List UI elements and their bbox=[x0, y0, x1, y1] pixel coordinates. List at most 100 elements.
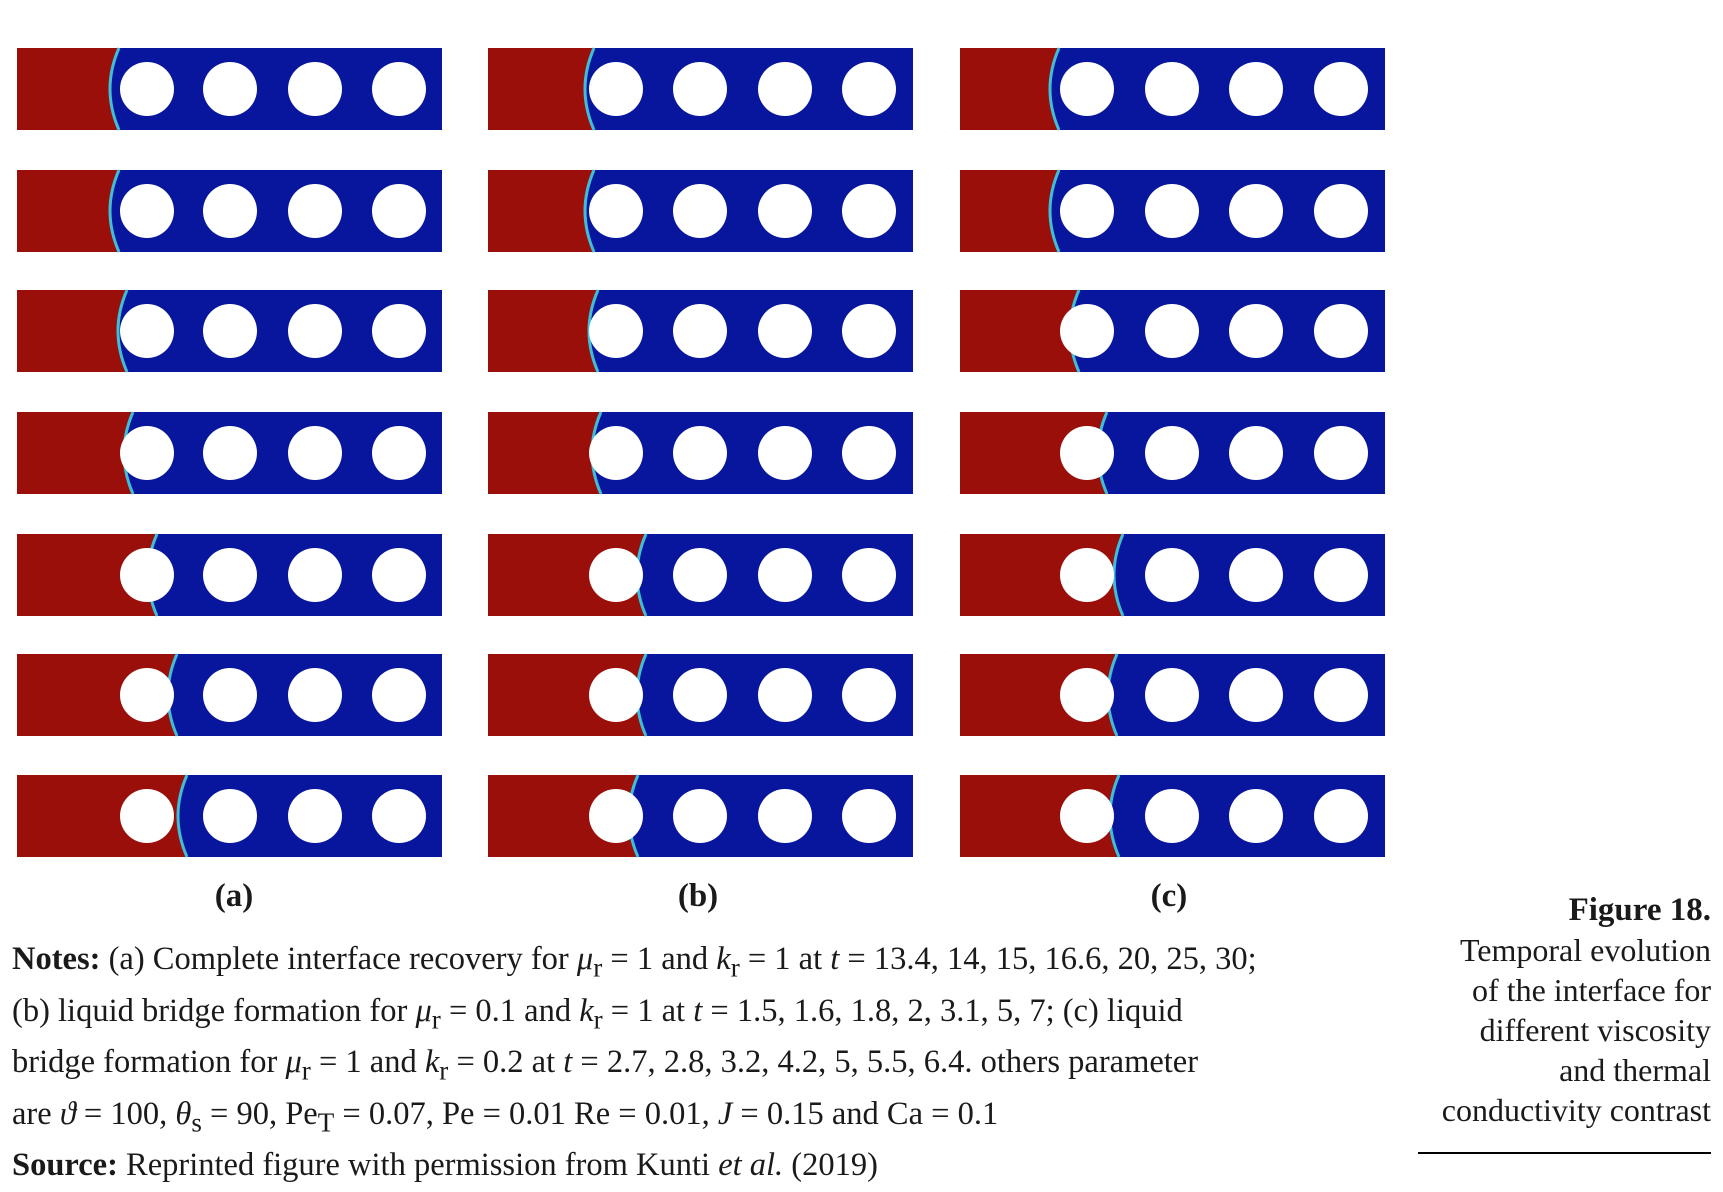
obstacle-circle bbox=[589, 304, 643, 358]
red-phase-region bbox=[960, 170, 1059, 252]
obstacle-circle bbox=[1314, 62, 1368, 116]
obstacle-circle bbox=[120, 789, 174, 843]
obstacle-circle bbox=[1060, 184, 1114, 238]
obstacle-circle bbox=[1229, 426, 1283, 480]
red-phase-region bbox=[960, 290, 1079, 372]
red-phase-region bbox=[488, 170, 594, 252]
interface-line bbox=[1048, 169, 1061, 253]
interface-line bbox=[116, 289, 129, 373]
panel-label-b: (b) bbox=[677, 878, 719, 914]
obstacle-circle bbox=[673, 789, 727, 843]
obstacle-circle bbox=[372, 426, 426, 480]
interface-line bbox=[108, 47, 121, 131]
interface-line bbox=[583, 169, 596, 253]
obstacle-circle bbox=[589, 548, 643, 602]
obstacle-circle bbox=[120, 426, 174, 480]
obstacle-circle bbox=[288, 184, 342, 238]
obstacle-circle bbox=[288, 426, 342, 480]
obstacle-circle bbox=[1060, 62, 1114, 116]
caption-line: and thermal bbox=[1559, 1052, 1711, 1088]
obstacle-circle bbox=[372, 62, 426, 116]
red-phase-region bbox=[488, 48, 594, 130]
obstacle-circle bbox=[1060, 789, 1114, 843]
red-phase-region bbox=[17, 170, 119, 252]
obstacle-circle bbox=[589, 789, 643, 843]
obstacle-circle bbox=[372, 304, 426, 358]
panel-label-a: (a) bbox=[214, 878, 254, 914]
obstacle-circle bbox=[1145, 304, 1199, 358]
panel-label-c: (c) bbox=[1150, 878, 1188, 914]
obstacle-circle bbox=[120, 668, 174, 722]
red-phase-region bbox=[17, 290, 127, 372]
obstacle-circle bbox=[120, 548, 174, 602]
obstacle-circle bbox=[758, 304, 812, 358]
obstacle-circle bbox=[120, 184, 174, 238]
caption-line: different viscosity bbox=[1479, 1012, 1711, 1048]
interface-line bbox=[583, 47, 596, 131]
obstacle-circle bbox=[203, 789, 257, 843]
obstacle-circle bbox=[1314, 668, 1368, 722]
red-phase-region bbox=[960, 48, 1059, 130]
source-label: Source: bbox=[12, 1147, 118, 1183]
obstacle-circle bbox=[1145, 668, 1199, 722]
obstacle-circle bbox=[1060, 668, 1114, 722]
obstacle-circle bbox=[1145, 548, 1199, 602]
obstacle-circle bbox=[288, 304, 342, 358]
obstacle-circle bbox=[1229, 668, 1283, 722]
obstacle-circle bbox=[1060, 548, 1114, 602]
obstacle-circle bbox=[758, 548, 812, 602]
red-phase-region bbox=[488, 412, 601, 494]
notes-label: Notes: bbox=[12, 941, 101, 977]
caption-rule bbox=[1418, 1152, 1711, 1154]
obstacle-circle bbox=[842, 184, 896, 238]
obstacle-circle bbox=[1314, 548, 1368, 602]
obstacle-circle bbox=[589, 62, 643, 116]
obstacle-circle bbox=[673, 548, 727, 602]
obstacle-circle bbox=[1314, 789, 1368, 843]
obstacle-circle bbox=[203, 426, 257, 480]
obstacle-circle bbox=[842, 426, 896, 480]
obstacle-circle bbox=[1229, 789, 1283, 843]
obstacle-circle bbox=[673, 62, 727, 116]
obstacle-circle bbox=[673, 426, 727, 480]
obstacle-circle bbox=[372, 548, 426, 602]
red-phase-region bbox=[17, 412, 133, 494]
obstacle-circle bbox=[1229, 548, 1283, 602]
interface-line bbox=[108, 169, 121, 253]
obstacle-circle bbox=[842, 548, 896, 602]
obstacle-circle bbox=[288, 548, 342, 602]
simulation-figure bbox=[17, 47, 1385, 858]
obstacle-circle bbox=[203, 668, 257, 722]
caption-line: conductivity contrast bbox=[1441, 1092, 1711, 1128]
obstacle-circle bbox=[589, 426, 643, 480]
obstacle-circle bbox=[842, 304, 896, 358]
obstacle-circle bbox=[203, 62, 257, 116]
obstacle-circle bbox=[842, 789, 896, 843]
obstacle-circle bbox=[372, 184, 426, 238]
obstacle-circle bbox=[1145, 789, 1199, 843]
obstacle-circle bbox=[673, 304, 727, 358]
obstacle-circle bbox=[1314, 184, 1368, 238]
figure-notes: Notes: (a) Complete interface recovery f… bbox=[12, 941, 1257, 1183]
obstacle-circle bbox=[203, 304, 257, 358]
obstacle-circle bbox=[673, 668, 727, 722]
obstacle-circle bbox=[1229, 184, 1283, 238]
obstacle-circle bbox=[1229, 304, 1283, 358]
obstacle-circle bbox=[120, 304, 174, 358]
obstacle-circle bbox=[1060, 304, 1114, 358]
red-phase-region bbox=[488, 290, 598, 372]
obstacle-circle bbox=[758, 184, 812, 238]
obstacle-circle bbox=[758, 668, 812, 722]
obstacle-circle bbox=[842, 62, 896, 116]
obstacle-circle bbox=[203, 184, 257, 238]
caption-line: Temporal evolution bbox=[1459, 932, 1711, 968]
obstacle-circle bbox=[120, 62, 174, 116]
obstacle-circle bbox=[288, 668, 342, 722]
interface-line bbox=[176, 774, 189, 858]
obstacle-circle bbox=[1314, 426, 1368, 480]
obstacle-circle bbox=[203, 548, 257, 602]
obstacle-circle bbox=[1314, 304, 1368, 358]
obstacle-circle bbox=[1145, 426, 1199, 480]
obstacle-circle bbox=[1145, 62, 1199, 116]
figure-title: Figure 18. bbox=[1568, 892, 1711, 928]
